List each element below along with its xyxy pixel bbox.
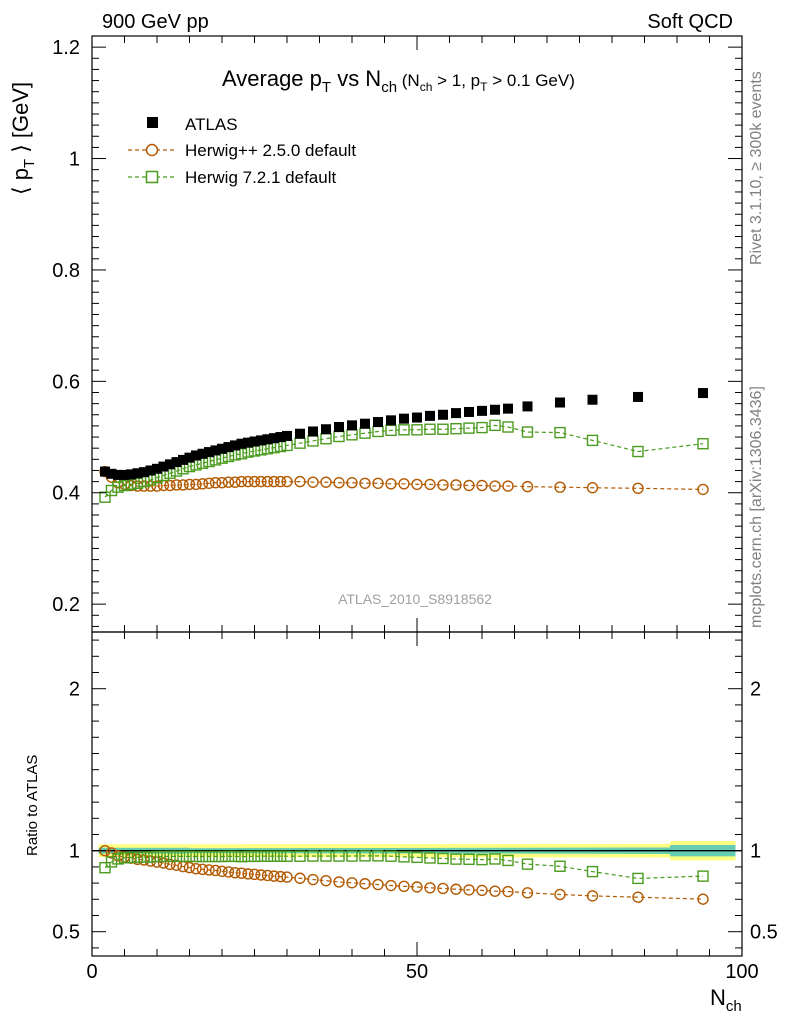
title-main: Average p (222, 66, 322, 91)
herwigpp-point (399, 479, 409, 489)
herwigpp-point (555, 482, 565, 492)
herwigpp-point (503, 481, 513, 491)
atlas-point (503, 404, 513, 414)
mcplots-side-label: mcplots.cern.ch [arXiv:1306.3436] (748, 386, 765, 628)
herwigpp-point (477, 481, 487, 491)
main-y-axis-label: ⟨ pT ⟩ [GeV] (8, 82, 38, 195)
x-tick-label: 50 (406, 961, 428, 983)
atlas-point (282, 431, 292, 441)
herwigpp-point (425, 479, 435, 489)
main-y-tick-label: 0.8 (52, 260, 80, 282)
atlas-point (373, 417, 383, 427)
analysis-watermark: ATLAS_2010_S8918562 (338, 591, 492, 607)
title-main-sub: T (322, 79, 331, 96)
herwigpp-point (308, 477, 318, 487)
atlas-point (464, 407, 474, 417)
atlas-point (347, 420, 357, 430)
main-y-tick-label: 0.6 (52, 371, 80, 393)
legend: ATLAS Herwig++ 2.5.0 default Herwig 7.2.… (128, 115, 356, 187)
herwigpp-point (295, 477, 305, 487)
x-tick-label: 100 (725, 961, 758, 983)
xlabel-main: N (710, 985, 726, 1010)
main-y-tick-label: 1 (69, 149, 80, 171)
x-tick-label: 0 (86, 961, 97, 983)
ratio-y-tick-label-left: 2 (69, 679, 80, 701)
legend-marker-atlas (147, 117, 158, 128)
legend-label-atlas: ATLAS (185, 115, 238, 134)
ratio-y-tick-label-left: 1 (69, 841, 80, 863)
series-lines (105, 425, 703, 899)
atlas-point (555, 398, 565, 408)
herwigpp-point (412, 479, 422, 489)
atlas-point (425, 411, 435, 421)
atlas-point (490, 405, 500, 415)
herwigpp-point (321, 477, 331, 487)
atlas-point (412, 413, 422, 423)
xlabel-sub: ch (726, 998, 742, 1015)
legend-label-herwig7: Herwig 7.2.1 default (185, 168, 336, 187)
ylabel-open: ⟨ p (8, 168, 33, 195)
header-right-label: Soft QCD (647, 11, 733, 33)
data-markers (100, 388, 708, 904)
herwigpp-point (451, 480, 461, 490)
title-cond-mid: > 1, p (432, 71, 480, 90)
herwigpp-point (490, 481, 500, 491)
herwigpp-point (373, 478, 383, 488)
rivet-side-label: Rivet 3.1.10, ≥ 300k events (748, 71, 765, 265)
legend-marker-herwig7 (147, 172, 158, 183)
ratio-y-tick-label-left: 0.5 (52, 922, 80, 944)
atlas-point (360, 419, 370, 429)
legend-label-herwigpp: Herwig++ 2.5.0 default (185, 141, 356, 160)
atlas-point (399, 414, 409, 424)
main-y-tick-label: 0.2 (52, 594, 80, 616)
legend-marker-herwigpp (147, 145, 158, 156)
x-axis-label: Nch (710, 985, 742, 1015)
atlas-point (477, 406, 487, 416)
atlas-point (295, 429, 305, 439)
herwigpp-point (386, 479, 396, 489)
herwigpp-point (698, 484, 708, 494)
herwigpp-point (360, 478, 370, 488)
atlas-point (451, 408, 461, 418)
title-vs-sub: ch (381, 79, 397, 96)
axis-tick-labels: 0 50 100 0.2 0.4 0.6 0.8 1 1.2 0.5 0.5 1 1 2 2 (52, 37, 778, 983)
atlas-point (386, 415, 396, 425)
header-left-label: 900 GeV pp (102, 11, 209, 33)
herwigpp-point (523, 482, 533, 492)
herwigpp-point (633, 483, 643, 493)
atlas-point (321, 424, 331, 434)
main-y-tick-label: 0.4 (52, 483, 80, 505)
chart: 900 GeV pp Soft QCD 0 50 100 0.2 0.4 0.6 0.8 1 1… (0, 0, 786, 1024)
title-vs: vs N (331, 66, 381, 91)
atlas-point (438, 410, 448, 420)
atlas-point (523, 401, 533, 411)
herwigpp-point (334, 478, 344, 488)
chart-title: Average pT vs Nch (Nch > 1, pT > 0.1 GeV… (222, 66, 575, 96)
title-cond-sub1: ch (420, 80, 433, 94)
ylabel-close: ⟩ [GeV] (8, 82, 33, 159)
ratio-y-tick-label-right: 1 (750, 841, 761, 863)
ratio-panel-frame (92, 632, 742, 956)
atlas-point (334, 422, 344, 432)
title-cond-open: (N (397, 71, 420, 90)
herwigpp-point (588, 483, 598, 493)
atlas-point (308, 426, 318, 436)
atlas-point (633, 392, 643, 402)
herwigpp-point (464, 481, 474, 491)
main-y-tick-label: 1.2 (52, 37, 80, 59)
ratio-y-tick-label-right: 2 (750, 679, 761, 701)
ratio-y-axis-label: Ratio to ATLAS (24, 755, 41, 856)
title-cond-end: > 0.1 GeV) (487, 71, 574, 90)
herwigpp-point (282, 477, 292, 487)
ratio-y-tick-label-right: 0.5 (750, 922, 778, 944)
herwigpp-point (347, 478, 357, 488)
ylabel-sub: T (21, 159, 38, 168)
atlas-point (698, 388, 708, 398)
atlas-point (588, 395, 598, 405)
herwigpp-point (438, 480, 448, 490)
